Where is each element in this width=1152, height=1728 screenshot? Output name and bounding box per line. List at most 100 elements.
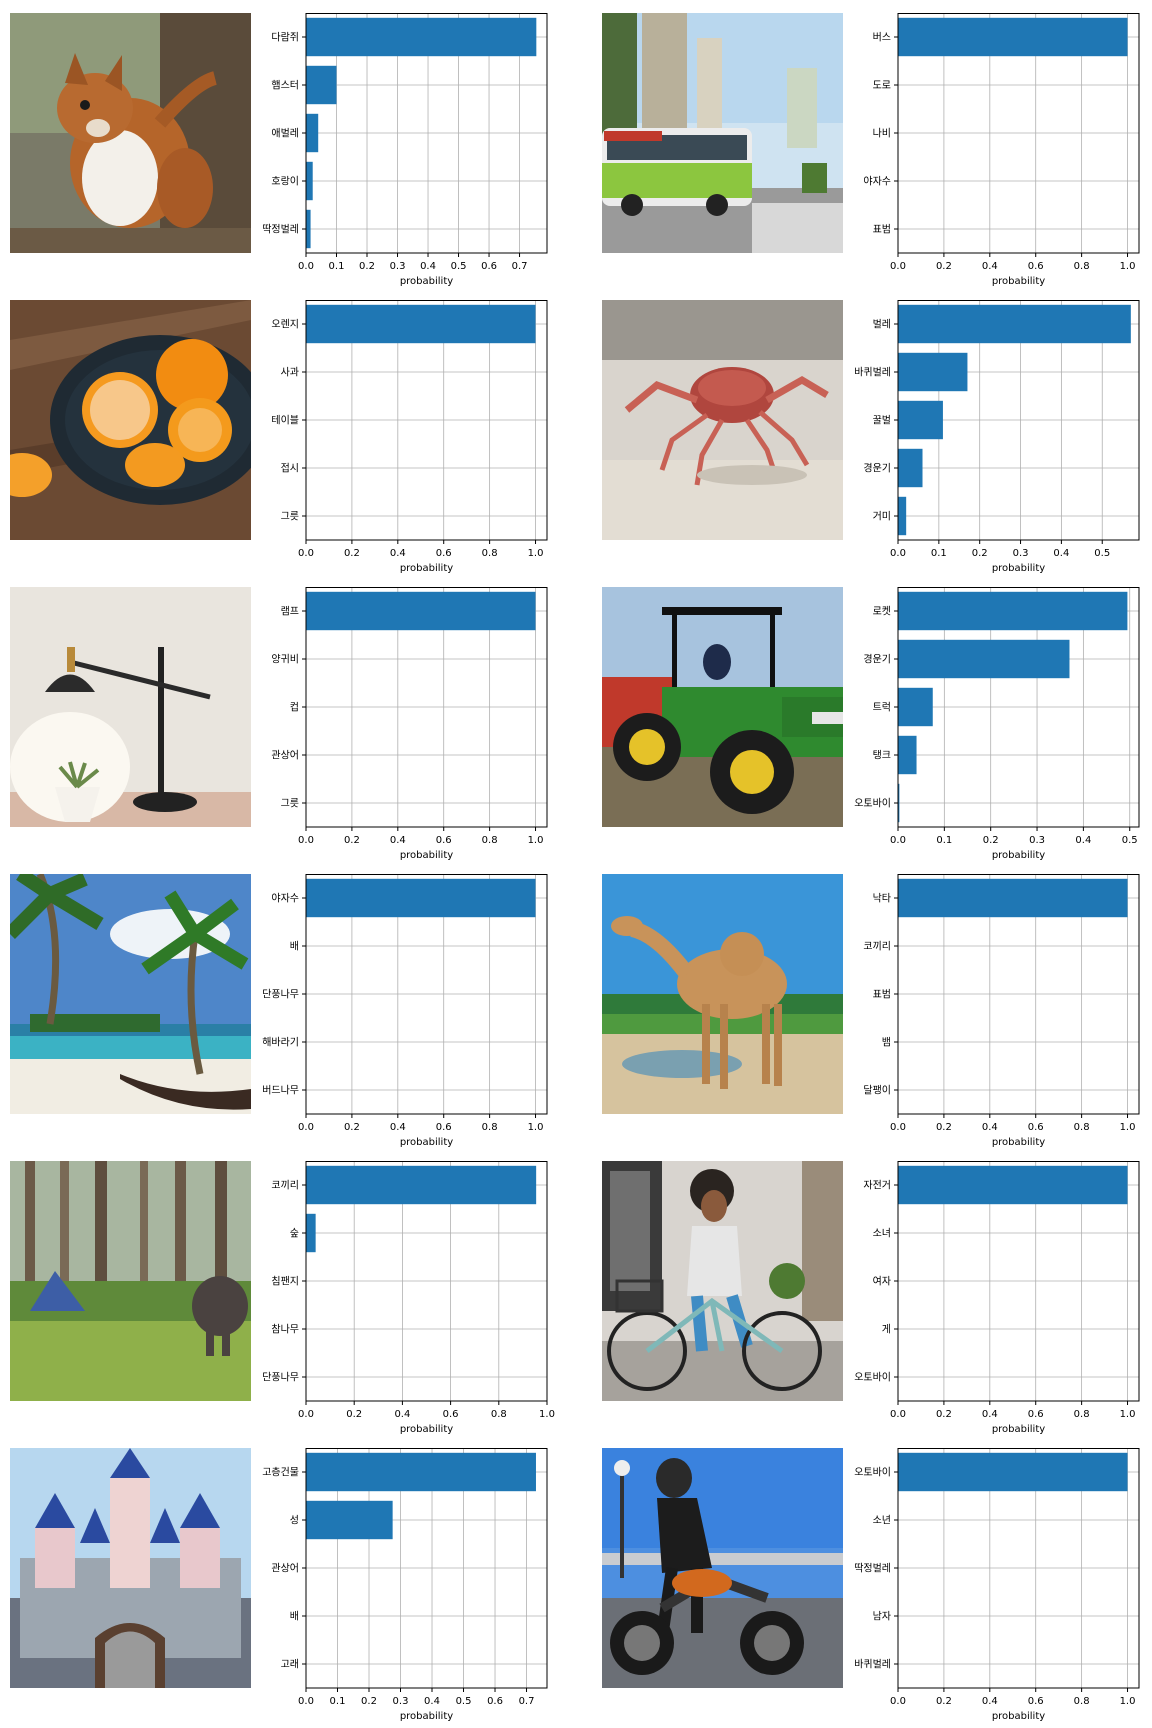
photo-bus [602,13,843,253]
x-tick-label: 0.6 [1028,1409,1044,1420]
x-tick-label: 0.4 [390,1122,406,1133]
x-axis-label: probability [992,850,1045,861]
photo-elephant-in-forest [10,1161,251,1401]
x-tick-label: 0.0 [298,835,314,846]
x-tick-label: 0.0 [298,548,314,559]
y-tick-label: 오렌지 [271,319,299,331]
x-tick-label: 0.0 [298,1696,314,1707]
x-tick-label: 0.6 [487,1696,503,1707]
y-tick-label: 단풍나무 [262,1372,299,1384]
bar-오렌지 [306,304,536,344]
x-tick-label: 0.2 [936,1696,952,1707]
x-tick-label: 0.0 [890,261,906,272]
y-tick-label: 딱정벌레 [262,224,299,236]
x-tick-label: 0.3 [390,261,406,272]
bar-애벌레 [306,113,319,153]
x-tick-label: 1.0 [1120,1122,1136,1133]
x-tick-label: 0.4 [982,1696,998,1707]
x-axis-label: probability [400,1137,453,1148]
y-tick-label: 경운기 [863,462,891,475]
x-tick-label: 0.8 [1074,261,1090,272]
x-tick-label: 0.7 [519,1696,535,1707]
y-tick-label: 고층건물 [262,1467,299,1479]
bar-거미 [898,496,907,536]
x-axis-label: probability [400,1424,453,1435]
x-tick-label: 0.5 [1094,548,1110,559]
x-tick-label: 0.2 [344,835,360,846]
y-tick-label: 침팬지 [271,1276,299,1288]
x-tick-label: 0.4 [394,1409,410,1420]
x-tick-label: 0.1 [329,261,345,272]
x-tick-label: 0.2 [936,1122,952,1133]
x-tick-label: 0.1 [936,835,952,846]
x-tick-label: 0.8 [482,1122,498,1133]
bar-탱크 [898,735,917,775]
y-tick-label: 사과 [281,367,299,379]
y-tick-label: 탱크 [873,750,891,762]
x-tick-label: 0.8 [482,835,498,846]
y-tick-label: 참나무 [271,1324,299,1336]
y-tick-label: 그릇 [281,798,299,810]
x-axis-label: probability [992,1711,1045,1722]
x-tick-label: 0.4 [420,261,436,272]
photo-camel [602,874,843,1114]
y-tick-label: 게 [882,1324,891,1336]
x-tick-label: 0.6 [1028,1696,1044,1707]
x-tick-label: 0.6 [436,1122,452,1133]
y-tick-label: 도로 [873,81,891,92]
y-tick-label: 코끼리 [271,1180,299,1192]
y-tick-label: 단풍나무 [262,989,299,1001]
x-tick-label: 0.2 [936,261,952,272]
x-axis-label: probability [992,1137,1045,1148]
x-tick-label: 1.0 [1120,1409,1136,1420]
y-tick-label: 꿀벌 [873,415,891,427]
bar-벌레 [898,304,1131,344]
photo-tractor [602,587,843,827]
x-tick-label: 0.4 [982,1409,998,1420]
x-tick-label: 0.6 [443,1409,459,1420]
bar-오토바이 [898,783,900,823]
x-axis-label: probability [400,850,453,861]
bar-램프 [306,591,536,631]
x-tick-label: 0.6 [481,261,497,272]
x-tick-label: 0.8 [1074,1696,1090,1707]
y-tick-label: 오토바이 [854,1372,891,1384]
y-tick-label: 호랑이 [271,176,299,188]
y-tick-label: 햄스터 [271,79,299,92]
bar-로켓 [898,591,1128,631]
y-tick-label: 로켓 [873,606,891,618]
y-tick-label: 램프 [281,606,299,618]
bar-오토바이 [898,1452,1128,1492]
bar-숲 [306,1213,316,1253]
x-tick-label: 0.6 [1028,1122,1044,1133]
x-tick-label: 0.0 [890,548,906,559]
x-tick-label: 0.3 [1013,548,1029,559]
y-tick-label: 배 [290,941,299,953]
x-tick-label: 0.3 [1029,835,1045,846]
x-tick-label: 0.0 [298,1409,314,1420]
x-tick-label: 0.2 [344,548,360,559]
y-tick-label: 트럭 [873,702,891,714]
x-tick-label: 0.2 [361,1696,377,1707]
bar-트럭 [898,687,933,727]
y-tick-label: 양귀비 [271,654,299,666]
x-axis-label: probability [992,563,1045,574]
x-tick-label: 0.4 [390,835,406,846]
y-tick-label: 애벌레 [271,128,299,140]
x-tick-label: 1.0 [1120,1696,1136,1707]
photo-bicycle [602,1161,843,1401]
y-tick-label: 오토바이 [854,798,891,810]
y-tick-label: 고래 [281,1659,299,1671]
x-tick-label: 0.4 [424,1696,440,1707]
x-tick-label: 0.1 [931,548,947,559]
y-tick-label: 숲 [290,1228,299,1240]
y-tick-label: 테이블 [271,415,299,427]
x-tick-label: 0.5 [1122,835,1138,846]
